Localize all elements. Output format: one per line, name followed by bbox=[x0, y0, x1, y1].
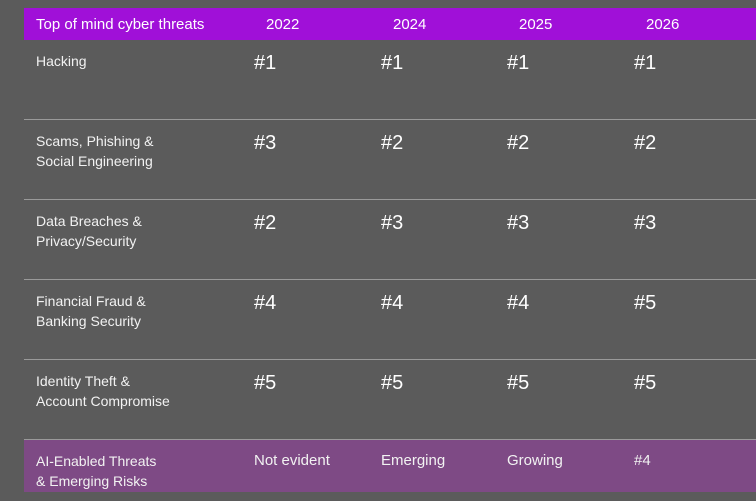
row-label-data-breaches: Data Breaches & Privacy/Security bbox=[36, 213, 142, 249]
table-row: Identity Theft & Account Compromise #5 #… bbox=[24, 360, 756, 440]
rank-2026: #5 bbox=[634, 292, 657, 314]
rank-2022: #4 bbox=[254, 292, 277, 314]
rank-2025: #1 bbox=[507, 52, 530, 74]
rank-2024: #4 bbox=[381, 292, 404, 314]
row-label-financial-fraud: Financial Fraud & Banking Security bbox=[36, 293, 146, 329]
rank-2026: #1 bbox=[634, 52, 657, 74]
rank-2022: #3 bbox=[254, 132, 277, 154]
table-header: Top of mind cyber threats 2022 2024 2025… bbox=[24, 8, 756, 40]
rank-2025: #5 bbox=[507, 372, 530, 394]
table-row: Hacking #1 #1 #1 #1 bbox=[24, 40, 756, 120]
header-year-2026: 2026 bbox=[646, 15, 680, 33]
rank-2026: #2 bbox=[634, 132, 657, 154]
rank-2025: #2 bbox=[507, 132, 530, 154]
header-title: Top of mind cyber threats bbox=[36, 15, 205, 33]
row-label-hacking: Hacking bbox=[36, 53, 87, 69]
header-year-2024: 2024 bbox=[393, 15, 427, 33]
rank-2024: #5 bbox=[381, 372, 404, 394]
table-row: Scams, Phishing & Social Engineering #3 … bbox=[24, 120, 756, 200]
rank-2026: #5 bbox=[634, 372, 657, 394]
row-label-ai-threats: AI-Enabled Threats & Emerging Risks bbox=[36, 453, 157, 489]
table-row: Data Breaches & Privacy/Security #2 #3 #… bbox=[24, 200, 756, 280]
table-row: Financial Fraud & Banking Security #4 #4… bbox=[24, 280, 756, 360]
rank-2025: #3 bbox=[507, 212, 530, 234]
header-year-2022: 2022 bbox=[266, 15, 300, 33]
row-label-identity-theft: Identity Theft & Account Compromise bbox=[36, 373, 170, 409]
rank-2024: #2 bbox=[381, 132, 404, 154]
table-row-ai-threats: AI-Enabled Threats & Emerging Risks Not … bbox=[24, 440, 756, 492]
status-2026: #4 bbox=[634, 452, 651, 469]
rank-2024: #1 bbox=[381, 52, 404, 74]
rank-2022: #2 bbox=[254, 212, 277, 234]
rank-2026: #3 bbox=[634, 212, 657, 234]
cyber-threats-table: Top of mind cyber threats 2022 2024 2025… bbox=[24, 8, 756, 492]
rank-2024: #3 bbox=[381, 212, 404, 234]
status-2025: Growing bbox=[507, 452, 563, 469]
rank-2022: #1 bbox=[254, 52, 277, 74]
rank-2025: #4 bbox=[507, 292, 530, 314]
row-label-scams: Scams, Phishing & Social Engineering bbox=[36, 133, 154, 169]
header-year-2025: 2025 bbox=[519, 15, 553, 33]
status-2024: Emerging bbox=[381, 452, 446, 469]
status-2022: Not evident bbox=[254, 452, 330, 469]
rank-2022: #5 bbox=[254, 372, 277, 394]
